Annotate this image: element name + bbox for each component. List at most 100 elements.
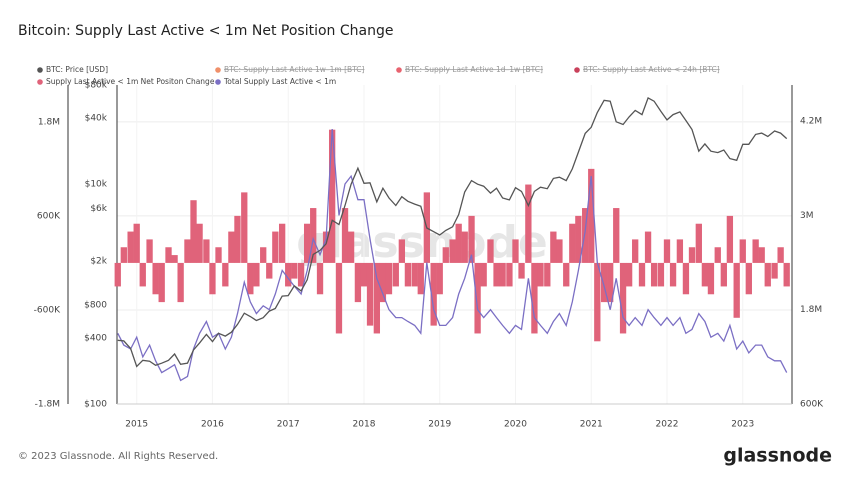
y-tick-label: -600K	[34, 305, 61, 315]
bar	[663, 239, 671, 263]
bar	[354, 262, 362, 303]
line	[117, 128, 788, 382]
y-tick-label: -1.8M	[35, 400, 60, 410]
price-tick-label: $80k	[85, 81, 108, 91]
bar	[487, 239, 494, 263]
y2-tick-label: 1.8M	[800, 305, 822, 315]
plot-area: 1.8M 600K -600K -1.8M $80k $40k $10k $6k $2k $800…	[34, 81, 825, 430]
bar	[209, 262, 216, 295]
bar	[266, 262, 273, 279]
bar	[234, 215, 241, 263]
bar	[328, 129, 336, 263]
bar	[114, 262, 121, 287]
bar	[120, 247, 127, 263]
price-tick-label: $2k	[90, 257, 107, 267]
bar	[468, 215, 475, 263]
bar	[777, 247, 784, 263]
bar	[493, 262, 500, 287]
bar	[480, 262, 487, 287]
bar	[575, 215, 582, 263]
y-tick-label: 600K	[37, 211, 61, 221]
bar	[745, 262, 752, 295]
bar	[322, 231, 330, 263]
bar	[569, 223, 576, 263]
bar	[247, 262, 254, 295]
x-tick-label: 2017	[277, 420, 300, 430]
bar	[285, 262, 292, 287]
bar	[625, 262, 633, 287]
bar	[644, 231, 652, 263]
legend-label: BTC: Supply Last Active 1d–1w [BTC]	[405, 65, 543, 74]
bar	[525, 184, 532, 263]
bar	[506, 262, 513, 287]
bar	[165, 247, 172, 263]
bar	[133, 223, 140, 263]
bar	[657, 262, 665, 287]
bar	[676, 239, 684, 263]
bar	[316, 262, 324, 295]
bar	[392, 262, 399, 287]
bar	[607, 262, 614, 303]
bar	[638, 262, 646, 287]
bar	[373, 262, 381, 334]
watermark: glassnode	[296, 217, 548, 268]
bar	[688, 247, 696, 263]
bar	[752, 239, 759, 263]
bar	[177, 262, 184, 303]
x-tick-label: 2018	[353, 420, 376, 430]
brand-logo: glassnode	[723, 445, 832, 467]
bar	[253, 262, 260, 287]
legend-label: Supply Last Active < 1m Net Positon Chan…	[46, 77, 215, 86]
bar	[720, 262, 727, 287]
bar	[335, 262, 343, 334]
bar	[436, 262, 443, 295]
line	[117, 96, 788, 368]
bar	[556, 239, 563, 263]
bar	[632, 239, 639, 263]
bar	[127, 231, 134, 263]
bar	[563, 262, 570, 287]
legend: BTC: Price [USD] BTC: Supply Last Active …	[37, 65, 720, 86]
bar	[146, 239, 153, 263]
bar	[190, 200, 197, 263]
bar	[360, 262, 368, 287]
bar	[582, 208, 589, 263]
y2-tick-label: 3M	[800, 211, 814, 221]
bar	[152, 262, 159, 295]
bar	[550, 231, 557, 263]
bar	[347, 231, 355, 263]
legend-swatch	[215, 67, 221, 73]
legend-swatch	[37, 67, 43, 73]
bar	[701, 262, 709, 287]
legend-label: BTC: Supply Last Active < 24h [BTC]	[583, 65, 720, 74]
bar	[594, 262, 601, 342]
legend-swatch	[215, 79, 221, 85]
bar	[196, 223, 203, 263]
bar	[215, 247, 222, 263]
bar	[430, 262, 437, 326]
footer: © 2023 Glassnode. All Rights Reserved.	[18, 451, 218, 462]
bar	[228, 231, 235, 263]
bar	[184, 239, 191, 263]
bar	[417, 262, 424, 295]
legend-label: Total Supply Last Active < 1m	[223, 77, 336, 86]
x-tick-label: 2022	[656, 420, 679, 430]
y2-tick-label: 600K	[800, 400, 824, 410]
bar	[512, 239, 519, 263]
legend-swatch	[396, 67, 402, 73]
x-tick-label: 2019	[428, 420, 451, 430]
bar	[310, 208, 317, 263]
bar	[499, 262, 506, 287]
bar	[158, 262, 165, 303]
bar	[764, 262, 771, 287]
bar	[619, 262, 627, 334]
legend-label: BTC: Supply Last Active 1w–1m [BTC]	[224, 65, 365, 74]
bar	[726, 215, 734, 263]
y-tick-label: 1.8M	[38, 117, 60, 127]
bar	[341, 208, 349, 263]
bar	[404, 262, 412, 287]
bar	[303, 223, 311, 263]
bar	[544, 262, 551, 287]
